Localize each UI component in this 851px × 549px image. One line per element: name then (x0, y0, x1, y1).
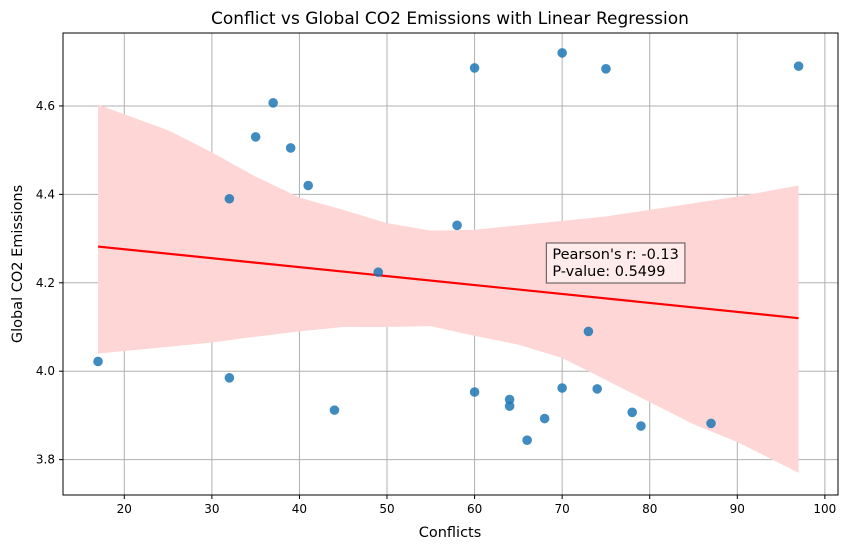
y-tick-label: 3.8 (36, 453, 55, 467)
data-point (285, 143, 296, 153)
data-point (373, 267, 384, 277)
data-point (583, 326, 594, 337)
p-value-label: P-value: 0.5499 (552, 264, 665, 280)
confidence-band-layer (98, 104, 799, 473)
data-point (627, 407, 638, 418)
y-tick-label: 4.6 (36, 99, 55, 113)
x-tick-label: 80 (642, 502, 657, 516)
stats-annotation-box (545, 242, 686, 284)
x-tick-label: 20 (117, 502, 132, 516)
x-tick-label: 40 (292, 502, 307, 516)
data-point (793, 61, 804, 71)
confidence-band (98, 104, 799, 473)
data-point (93, 356, 103, 367)
chart-title: Conflict vs Global CO2 Emissions with Li… (211, 9, 689, 29)
data-point (706, 418, 716, 429)
data-point (452, 220, 462, 231)
data-point (557, 383, 567, 393)
plot-frame (62, 32, 839, 496)
x-axis-label: Conflicts (419, 525, 482, 541)
data-point (557, 48, 567, 58)
x-tick-label: 100 (813, 502, 836, 516)
y-axis-label: Global CO2 Emissions (10, 185, 26, 343)
data-point (636, 421, 646, 431)
x-tick-label: 70 (555, 502, 570, 516)
data-point (504, 394, 515, 405)
x-tick-label: 50 (379, 502, 394, 516)
stats-annotation: Pearson's r: -0.13 P-value: 0.5499 (545, 242, 686, 284)
y-tick-label: 4.2 (36, 276, 55, 290)
data-point (504, 401, 515, 411)
data-point (329, 405, 340, 415)
regression-line (97, 245, 799, 320)
data-point (539, 413, 550, 424)
data-point (469, 387, 480, 397)
data-point (522, 435, 532, 445)
y-tick-label: 4.4 (36, 187, 55, 201)
data-point (250, 132, 261, 142)
x-tick-label: 60 (467, 502, 482, 516)
scatter-points (93, 48, 804, 445)
axis-ticks: 20 30 40 50 60 70 80 90 100 3.8 4.0 4.2 4.4 4.6 (36, 99, 836, 516)
data-point (303, 180, 313, 191)
data-point (224, 373, 235, 383)
pearson-r-label: Pearson's r: -0.13 (552, 247, 678, 263)
x-tick-label: 90 (730, 502, 745, 516)
y-tick-label: 4.0 (36, 364, 55, 378)
data-point (592, 384, 602, 394)
data-point (469, 63, 480, 73)
data-point (268, 98, 278, 108)
x-tick-label: 30 (204, 502, 219, 516)
data-point (601, 64, 611, 74)
data-point (224, 193, 235, 204)
regression-line-layer (97, 245, 799, 320)
